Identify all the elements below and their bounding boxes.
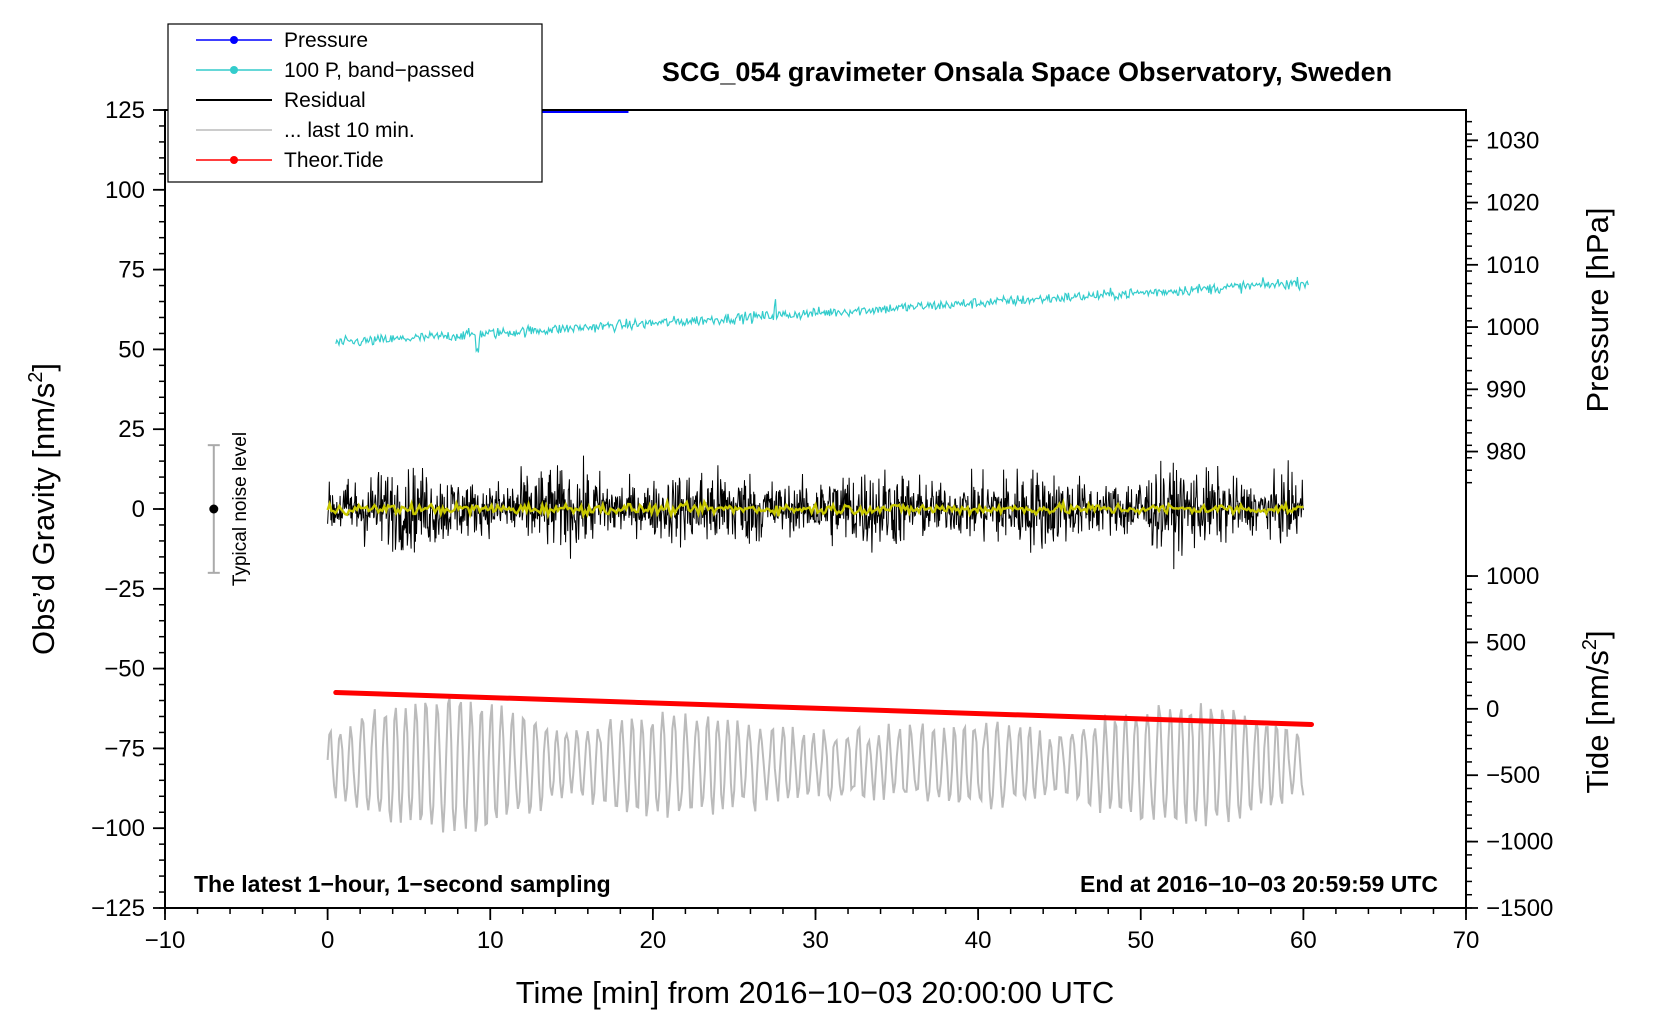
noise-level-indicator: Typical noise level <box>207 432 251 586</box>
legend-label: Pressure <box>284 29 368 52</box>
pressure-tick-label: 1030 <box>1486 127 1539 154</box>
x-tick-label: 60 <box>1290 927 1317 954</box>
y-axis-title-pressure: Pressure [hPa] <box>1580 207 1615 412</box>
x-tick-label: 70 <box>1453 927 1480 954</box>
y-tick-label: 50 <box>118 336 145 363</box>
pressure-tick-label: 980 <box>1486 439 1526 466</box>
annotation-sampling: The latest 1−hour, 1−second sampling <box>194 871 611 897</box>
residual-line <box>327 455 1304 570</box>
y-tick-label: −100 <box>91 815 145 842</box>
y-axis-title-gravity: Obs’d Gravity [nm/s2] <box>25 363 61 655</box>
legend-swatch-marker <box>230 36 238 44</box>
x-tick-label: 0 <box>321 927 334 954</box>
tide-tick-label: −1500 <box>1486 895 1553 922</box>
y-tick-label: −125 <box>91 895 145 922</box>
x-tick-label: 50 <box>1127 927 1154 954</box>
y-axis-title-tide: Tide [nm/s2] <box>1579 630 1615 793</box>
y-tick-label: 25 <box>118 416 145 443</box>
x-tick-label: −10 <box>145 927 186 954</box>
legend-label: Theor.Tide <box>284 149 384 172</box>
pressure-tick-label: 1010 <box>1486 252 1539 279</box>
tide-tick-label: −1000 <box>1486 829 1553 856</box>
tide-tick-label: 500 <box>1486 629 1526 656</box>
smoothed-residual-line <box>326 497 1304 520</box>
x-axis-title: Time [min] from 2016−10−03 20:00:00 UTC <box>516 975 1115 1010</box>
band-passed-pressure-line <box>335 276 1309 353</box>
x-tick-label: 30 <box>802 927 829 954</box>
theoretical-tide-line <box>333 690 1315 727</box>
tide-tick-label: 0 <box>1486 696 1499 723</box>
y-tick-label: −50 <box>104 656 145 683</box>
pressure-tick-label: 990 <box>1486 376 1526 403</box>
annotation-end-time: End at 2016−10−03 20:59:59 UTC <box>1080 871 1438 897</box>
y-tick-label: 75 <box>118 257 145 284</box>
noise-center-dot <box>209 504 219 514</box>
legend-swatch-marker <box>230 66 238 74</box>
legend: Pressure 100 P, band−passed Residual ... la… <box>167 23 543 183</box>
y-tick-label: −75 <box>104 735 145 762</box>
legend-label: Residual <box>284 89 366 112</box>
chart-title: SCG_054 gravimeter Onsala Space Observat… <box>662 57 1392 87</box>
legend-box <box>167 23 543 183</box>
legend-swatch-marker <box>230 156 238 164</box>
pressure-tick-label: 1020 <box>1486 190 1539 217</box>
last-10-min-line <box>326 697 1305 833</box>
y-tick-label: −25 <box>104 576 145 603</box>
legend-label: 100 P, band−passed <box>284 59 475 82</box>
y-tick-label: 0 <box>132 496 145 523</box>
pressure-tick-label: 1000 <box>1486 314 1539 341</box>
y-tick-label: 125 <box>105 97 145 124</box>
noise-level-label: Typical noise level <box>230 432 251 586</box>
legend-label: ... last 10 min. <box>284 119 415 142</box>
x-tick-label: 20 <box>640 927 667 954</box>
tide-tick-label: −500 <box>1486 762 1540 789</box>
x-tick-label: 10 <box>477 927 504 954</box>
data-series-layer <box>326 109 1315 833</box>
tide-tick-label: 1000 <box>1486 563 1539 590</box>
x-tick-label: 40 <box>965 927 992 954</box>
axis-ticks-layer: −10 0 10 20 30 40 50 60 70−125−100−75−50−2502550… <box>91 97 1553 954</box>
y-tick-label: 100 <box>105 177 145 204</box>
